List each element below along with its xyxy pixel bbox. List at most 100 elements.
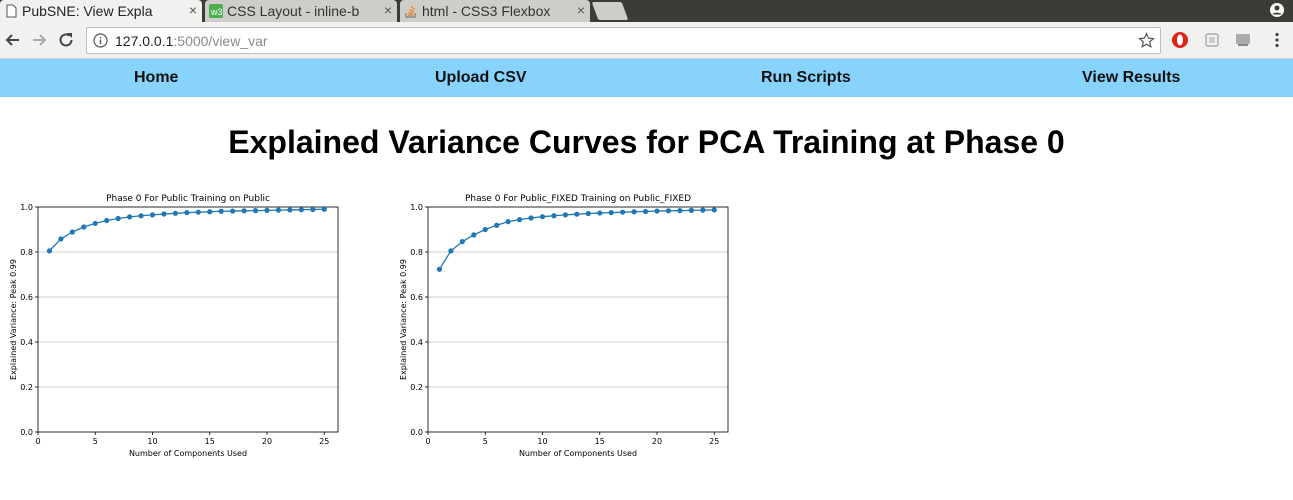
data-point	[585, 210, 591, 217]
data-point	[459, 239, 465, 245]
data-point	[448, 248, 454, 254]
data-point	[321, 206, 327, 212]
x-tick-label: 0	[425, 437, 430, 446]
data-point	[298, 207, 304, 213]
y-tick-label: 0.4	[20, 338, 33, 347]
chart-svg: 0.0 0.2 0.4 0.6 0.8 1.0 0 5 10 15 20 25 Phase 0 For …	[9, 194, 339, 458]
y-axis-label: Explained Variance: Peak 0.99	[399, 259, 408, 380]
y-tick-label: 0.4	[410, 338, 423, 347]
tab-close-icon[interactable]: ×	[188, 2, 197, 18]
opera-extension-icon[interactable]	[1171, 31, 1189, 49]
extension-icon[interactable]	[1234, 31, 1252, 49]
x-tick-label: 15	[205, 437, 215, 446]
data-point	[620, 209, 626, 215]
nav-upload-csv-link[interactable]: Upload CSV	[435, 69, 527, 86]
extension-icon[interactable]	[1203, 31, 1221, 49]
browser-tab[interactable]: w3 CSS Layout - inline-b ×	[205, 0, 397, 22]
w3schools-icon: w3	[209, 4, 223, 18]
y-tick-label: 0.0	[410, 428, 423, 437]
chart-public-fixed: 0.0 0.2 0.4 0.6 0.8 1.0 0 5 10 15 20 25 Phase 0 For …	[395, 186, 755, 464]
browser-tabstrip: PubSNE: View Expla × w3 CSS Layout - inl…	[0, 0, 1293, 22]
nav-home-link[interactable]: Home	[134, 69, 179, 86]
y-tick-label: 0.2	[410, 383, 423, 392]
series-line	[438, 209, 715, 270]
chart-public: 0.0 0.2 0.4 0.6 0.8 1.0 0 5 10 15 20 25 Phase 0 For …	[5, 186, 365, 464]
site-info-icon[interactable]	[93, 33, 108, 48]
data-point	[230, 208, 236, 214]
x-tick-label: 0	[35, 437, 40, 446]
data-point	[149, 212, 156, 218]
site-navigation: Home Upload CSV Run Scripts View Results	[0, 59, 1293, 97]
data-point	[161, 211, 167, 217]
data-point	[494, 222, 500, 228]
tab-close-icon[interactable]: ×	[576, 2, 585, 18]
data-point	[608, 210, 614, 216]
chart-title: Phase 0 For Public_FIXED Training on Pub…	[465, 194, 691, 204]
data-point	[195, 209, 201, 215]
browser-tab-active[interactable]: PubSNE: View Expla ×	[0, 0, 202, 22]
x-tick-label: 10	[147, 437, 157, 446]
bookmark-star-icon[interactable]	[1138, 32, 1155, 49]
data-point	[665, 208, 672, 214]
series-line	[48, 208, 325, 252]
tab-title: PubSNE: View Expla	[22, 3, 153, 19]
data-point	[700, 207, 706, 213]
browser-toolbar: 127.0.0.1:5000/view_var	[0, 22, 1293, 59]
back-icon[interactable]	[4, 31, 22, 49]
chart-title: Phase 0 For Public Training on Public	[106, 194, 270, 204]
data-point	[517, 217, 523, 223]
account-icon[interactable]	[1269, 2, 1285, 18]
page-title: Explained Variance Curves for PCA Traini…	[228, 124, 1065, 160]
x-tick-label: 5	[93, 437, 98, 446]
y-tick-label: 1.0	[20, 203, 33, 212]
data-point	[574, 211, 580, 217]
tab-title: html - CSS3 Flexbox	[422, 3, 551, 19]
forward-icon[interactable]	[30, 31, 48, 49]
x-tick-label: 10	[537, 437, 547, 446]
nav-view-results-link[interactable]: View Results	[1082, 69, 1181, 86]
x-axis-label: Number of Components Used	[519, 449, 637, 458]
url-text[interactable]: 127.0.0.1:5000/view_var	[115, 33, 268, 49]
data-point	[275, 207, 282, 213]
reload-icon[interactable]	[57, 31, 75, 49]
y-tick-label: 0.0	[20, 428, 33, 437]
data-point	[92, 220, 98, 227]
x-tick-label: 15	[595, 437, 605, 446]
address-bar[interactable]: 127.0.0.1:5000/view_var	[86, 27, 1161, 54]
data-point	[69, 229, 75, 235]
stackoverflow-icon	[405, 5, 416, 18]
y-tick-label: 0.6	[20, 293, 33, 302]
data-point	[711, 207, 717, 213]
data-point	[104, 217, 110, 224]
data-point	[642, 208, 649, 215]
tab-title: CSS Layout - inline-b	[227, 3, 360, 19]
data-point	[631, 209, 637, 215]
data-point	[127, 214, 133, 220]
x-tick-label: 20	[652, 437, 662, 446]
data-point	[688, 207, 694, 213]
new-tab-button[interactable]	[591, 2, 629, 20]
data-point	[264, 207, 270, 213]
x-tick-label: 5	[483, 437, 488, 446]
data-point	[482, 226, 488, 233]
x-axis-label: Number of Components Used	[129, 449, 247, 458]
data-point	[46, 248, 53, 254]
data-point	[562, 212, 569, 218]
data-point	[310, 206, 316, 213]
tab-close-icon[interactable]: ×	[383, 2, 392, 18]
chart-svg: 0.0 0.2 0.4 0.6 0.8 1.0 0 5 10 15 20 25 Phase 0 For …	[399, 194, 729, 458]
data-point	[58, 236, 64, 242]
x-tick-label: 25	[709, 437, 719, 446]
data-point	[138, 213, 144, 219]
data-point	[539, 214, 546, 220]
data-point	[654, 208, 660, 214]
page-icon	[6, 4, 17, 18]
data-point	[528, 215, 534, 221]
data-point	[551, 213, 557, 219]
nav-run-scripts-link[interactable]: Run Scripts	[761, 69, 851, 86]
browser-tab[interactable]: html - CSS3 Flexbox ×	[400, 0, 590, 22]
y-tick-label: 0.6	[410, 293, 423, 302]
menu-kebab-icon[interactable]	[1268, 31, 1286, 49]
data-point	[436, 266, 443, 272]
data-point	[207, 209, 213, 215]
